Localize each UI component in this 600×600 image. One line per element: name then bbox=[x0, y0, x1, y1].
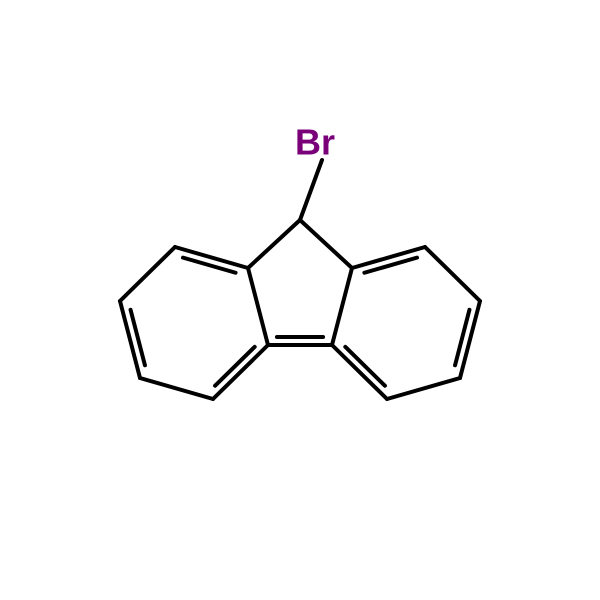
molecule-canvas: Br bbox=[0, 0, 600, 600]
bond-line bbox=[183, 258, 236, 273]
bond-line bbox=[364, 258, 417, 273]
bond-line bbox=[248, 220, 300, 268]
bond-line bbox=[332, 345, 387, 399]
bond-line bbox=[425, 247, 480, 301]
bond-line bbox=[140, 378, 213, 399]
bond-line bbox=[300, 160, 322, 220]
bond-line bbox=[387, 378, 460, 399]
bonds-group bbox=[120, 160, 480, 399]
bond-line bbox=[248, 268, 268, 345]
bond-line bbox=[213, 345, 268, 399]
bond-line bbox=[300, 220, 352, 268]
bond-line bbox=[332, 268, 352, 345]
bromine-atom-label: Br bbox=[295, 122, 335, 163]
bond-line bbox=[120, 247, 175, 301]
